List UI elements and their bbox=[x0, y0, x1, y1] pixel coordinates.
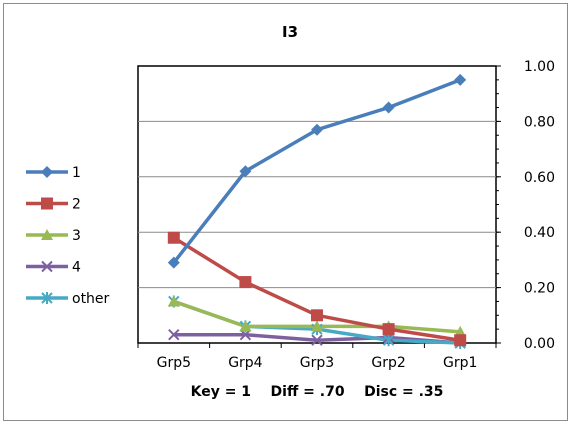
data-point-1 bbox=[167, 256, 180, 269]
data-point-1 bbox=[382, 101, 395, 114]
data-point-4 bbox=[311, 334, 323, 346]
y-tick-label: 0.40 bbox=[524, 225, 555, 241]
x-tick-label: Grp5 bbox=[157, 355, 191, 371]
data-point-other bbox=[382, 334, 395, 347]
y-tick-label: 0.00 bbox=[524, 336, 555, 352]
data-point-2 bbox=[311, 309, 323, 322]
data-point-2 bbox=[167, 231, 180, 244]
y-tick-label: 0.60 bbox=[524, 170, 555, 186]
chart-footer: Key = 1 Diff = .70 Disc = .35 bbox=[191, 384, 444, 400]
legend-marker-4 bbox=[41, 260, 53, 273]
data-point-1 bbox=[239, 165, 252, 178]
data-point-2 bbox=[382, 323, 395, 336]
x-tick-label: Grp3 bbox=[300, 355, 334, 371]
series-group bbox=[167, 73, 467, 349]
y-tick-label: 0.80 bbox=[524, 114, 555, 130]
legend-label-3: 3 bbox=[72, 228, 81, 244]
data-point-3 bbox=[454, 325, 467, 337]
legend: 1 2 3 4 other bbox=[26, 165, 110, 307]
data-point-3 bbox=[311, 320, 323, 332]
data-point-4 bbox=[168, 328, 180, 341]
data-point-2 bbox=[239, 276, 252, 289]
legend-label-4: 4 bbox=[72, 260, 81, 276]
chart-frame: I3 1.00 0.80 0.60 0.40 0.20 0.00 Grp5 Grp4 Grp3… bbox=[3, 3, 568, 421]
legend-label-1: 1 bbox=[72, 165, 81, 181]
x-axis: Grp5 Grp4 Grp3 Grp2 Grp1 bbox=[137, 343, 497, 371]
data-point-3 bbox=[167, 295, 180, 307]
legend-marker-other bbox=[41, 292, 53, 304]
x-tick-label: Grp4 bbox=[228, 355, 262, 371]
line-chart: I3 1.00 0.80 0.60 0.40 0.20 0.00 Grp5 Grp4 Grp3… bbox=[26, 23, 555, 400]
chart-title: I3 bbox=[282, 23, 298, 41]
data-point-1 bbox=[311, 123, 323, 136]
y-tick-label: 0.20 bbox=[524, 281, 555, 297]
legend-marker-1 bbox=[41, 166, 53, 178]
data-point-3 bbox=[239, 320, 252, 332]
legend-label-2: 2 bbox=[72, 197, 81, 213]
legend-label-other: other bbox=[72, 291, 110, 307]
data-point-2 bbox=[454, 334, 467, 347]
x-tick-label: Grp1 bbox=[443, 355, 477, 371]
legend-marker-2 bbox=[41, 197, 53, 210]
data-point-1 bbox=[454, 73, 467, 86]
x-tick-label: Grp2 bbox=[371, 355, 405, 371]
plot-area bbox=[137, 65, 497, 344]
legend-marker-3 bbox=[41, 229, 53, 240]
y-axis: 1.00 0.80 0.60 0.40 0.20 0.00 bbox=[496, 59, 555, 352]
y-tick-label: 1.00 bbox=[524, 59, 555, 75]
